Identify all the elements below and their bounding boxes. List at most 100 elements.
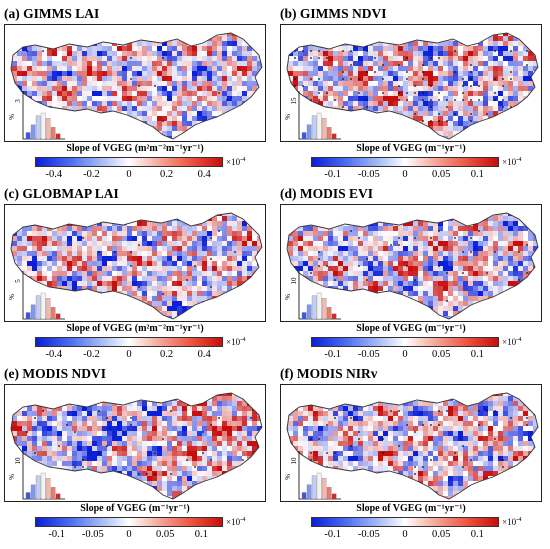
map-pixel — [182, 41, 187, 46]
map-pixel — [483, 246, 488, 251]
map-pixel — [513, 96, 518, 101]
map-pixel — [348, 136, 353, 139]
map-pixel — [363, 256, 368, 261]
map-pixel — [518, 76, 523, 81]
significance-dot — [390, 120, 392, 122]
map-pixel — [112, 81, 117, 86]
map-pixel — [82, 136, 87, 139]
map-pixel — [247, 91, 252, 96]
map-pixel — [12, 221, 17, 226]
map-pixel — [473, 311, 478, 316]
map-pixel — [132, 96, 137, 101]
map-pixel — [508, 296, 513, 301]
map-pixel — [42, 241, 47, 246]
map-pixel — [373, 91, 378, 96]
map-pixel — [358, 56, 363, 61]
map-pixel — [393, 51, 398, 56]
map-pixel — [433, 286, 438, 291]
map-pixel — [257, 36, 262, 41]
map-pixel — [57, 226, 62, 231]
map-pixel — [513, 101, 518, 106]
map-pixel — [418, 213, 423, 216]
map-pixel — [353, 291, 358, 296]
map-pixel — [453, 286, 458, 291]
map-pixel — [323, 96, 328, 101]
map-pixel — [192, 96, 197, 101]
map-pixel — [107, 51, 112, 56]
map-pixel — [308, 236, 313, 241]
map-pixel — [107, 106, 112, 111]
map-pixel — [428, 311, 433, 316]
map-pixel — [257, 61, 262, 66]
map-pixel — [82, 241, 87, 246]
map-pixel — [498, 221, 503, 226]
map-pixel — [217, 216, 222, 221]
map-pixel — [137, 111, 142, 116]
map-pixel — [107, 116, 112, 121]
map-pixel — [403, 281, 408, 286]
map-pixel — [62, 241, 67, 246]
map-pixel — [408, 246, 413, 251]
map-pixel — [503, 266, 508, 271]
map-pixel — [328, 231, 333, 236]
map-pixel — [328, 76, 333, 81]
map-pixel — [202, 246, 207, 251]
colorbar-tick-label: -0.4 — [45, 169, 63, 180]
map-pixel — [92, 61, 97, 66]
map-pixel — [438, 51, 443, 56]
map-pixel — [393, 101, 398, 106]
map-pixel — [57, 271, 62, 276]
map-pixel — [117, 131, 122, 136]
map-pixel — [448, 61, 453, 66]
map-pixel — [257, 101, 262, 106]
map-pixel — [57, 61, 62, 66]
map-pixel — [42, 36, 47, 41]
map-pixel — [493, 266, 498, 271]
map-pixel — [343, 276, 348, 281]
map-pixel — [11, 226, 12, 231]
map-pixel — [12, 256, 17, 261]
map-pixel — [97, 76, 102, 81]
map-pixel — [222, 106, 227, 111]
map-pixel — [67, 271, 72, 276]
map-pixel — [212, 36, 217, 41]
map-pixel — [518, 286, 523, 291]
map-pixel — [177, 316, 182, 319]
map-pixel — [67, 101, 72, 106]
map-pixel — [513, 121, 518, 126]
histogram-bar — [35, 295, 41, 320]
map-pixel — [408, 301, 413, 306]
map-pixel — [528, 213, 533, 216]
map-pixel — [453, 296, 458, 301]
map-pixel — [508, 291, 513, 296]
map-pixel — [508, 71, 513, 76]
map-pixel — [378, 271, 383, 276]
map-pixel — [137, 306, 142, 311]
map-pixel — [478, 106, 483, 111]
map-pixel — [408, 51, 413, 56]
map-pixel — [152, 213, 157, 216]
map-pixel — [408, 33, 413, 36]
map-pixel — [488, 291, 493, 296]
map-pixel — [92, 46, 97, 51]
map-pixel — [32, 51, 37, 56]
map-pixel — [468, 226, 473, 231]
map-pixel — [303, 76, 308, 81]
map-pixel — [82, 121, 87, 126]
map-pixel — [102, 56, 107, 61]
map-pixel — [348, 126, 353, 131]
map-pixel — [468, 241, 473, 246]
map-pixel — [378, 46, 383, 51]
map-pixel — [388, 213, 393, 216]
map-pixel — [147, 216, 152, 221]
map-pixel — [212, 316, 217, 319]
map-pixel — [197, 51, 202, 56]
map-pixel — [453, 281, 458, 286]
map-pixel — [142, 311, 147, 316]
map-pixel — [107, 96, 112, 101]
map-pixel — [77, 46, 82, 51]
map-pixel — [483, 271, 488, 276]
map-pixel — [177, 251, 182, 256]
map-pixel — [212, 96, 217, 101]
map-pixel — [438, 291, 443, 296]
